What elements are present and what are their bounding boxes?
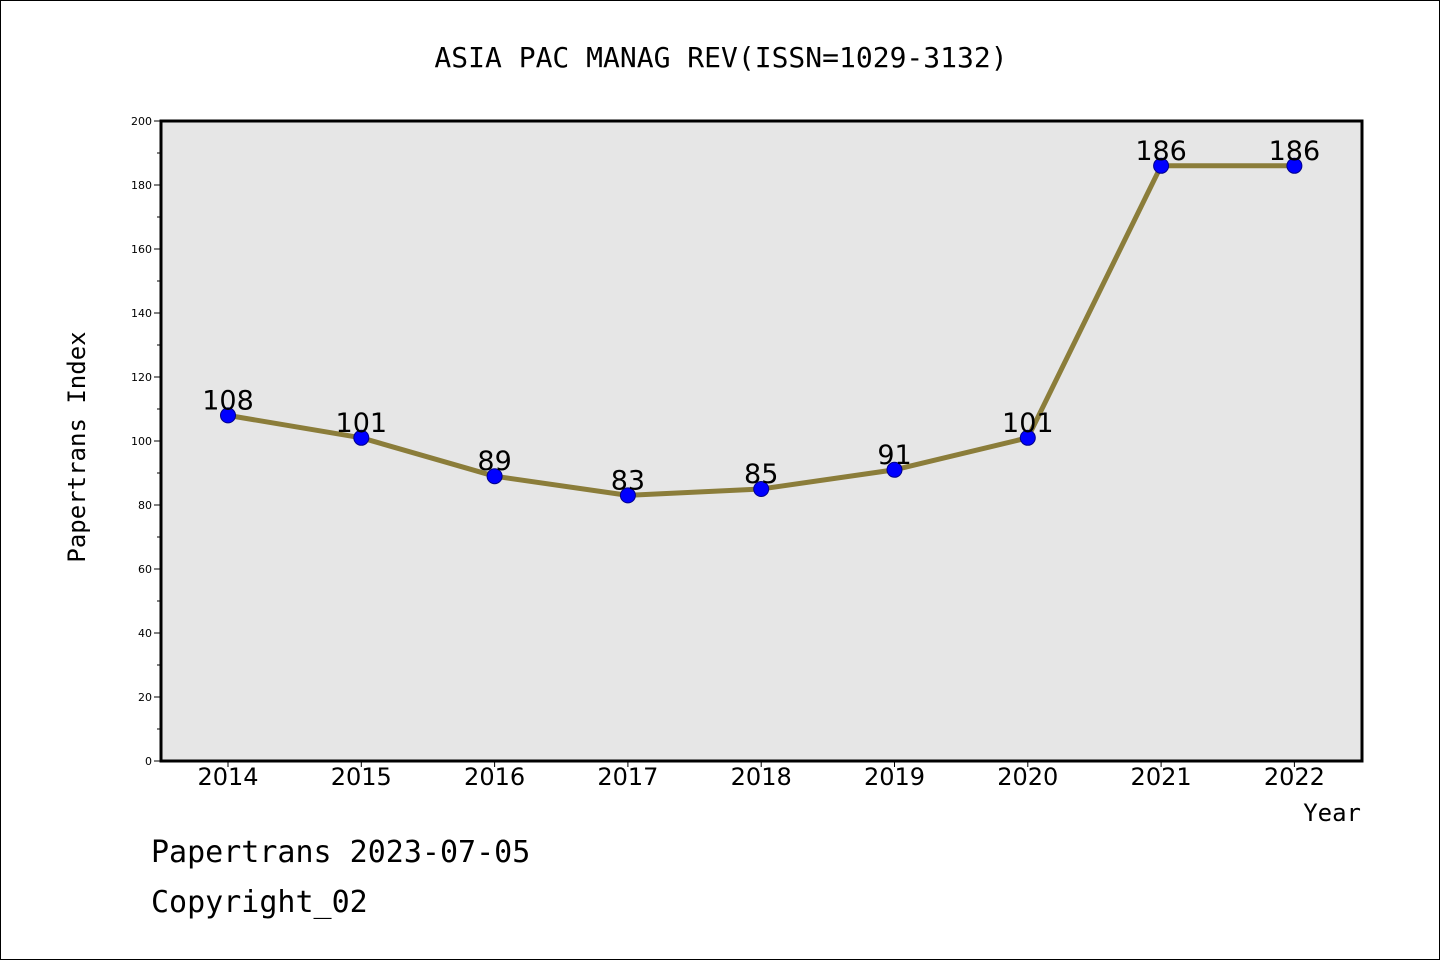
chart-title: ASIA PAC MANAG REV(ISSN=1029-3132) — [434, 41, 1007, 74]
footer-date: Papertrans 2023-07-05 — [151, 835, 531, 870]
data-point — [1153, 157, 1170, 174]
x-tick-label: 2018 — [731, 763, 792, 791]
data-point — [486, 468, 503, 485]
data-point — [1019, 429, 1036, 446]
data-label: 101 — [336, 408, 388, 439]
x-tick-label: 2016 — [464, 763, 525, 791]
data-point — [220, 407, 236, 424]
plot-frame — [159, 119, 1364, 763]
y-tick-label: 100 — [131, 435, 152, 448]
y-tick-label: 160 — [131, 243, 152, 256]
data-label: 83 — [611, 465, 645, 496]
y-axis-label: Papertrans Index — [63, 331, 91, 562]
data-point — [753, 481, 770, 497]
data-point — [1286, 157, 1303, 174]
x-tick-label: 2019 — [864, 763, 925, 791]
y-tick-label: 40 — [138, 627, 152, 640]
x-axis: 2014 2015 2016 2017 2018 2019 2020 2021 2022 — [197, 761, 1325, 791]
x-axis-label: Year — [1303, 799, 1361, 827]
data-label: 101 — [1002, 408, 1054, 439]
data-label: 85 — [744, 459, 778, 490]
y-tick-label: 180 — [131, 179, 152, 192]
x-tick-label: 2017 — [597, 763, 658, 791]
x-tick-label: 2015 — [331, 763, 392, 791]
y-tick-label: 60 — [138, 563, 152, 576]
data-label: 91 — [877, 440, 911, 471]
data-point — [619, 487, 636, 504]
y-tick-label: 20 — [138, 691, 152, 704]
y-tick-label: 140 — [131, 307, 152, 320]
data-point — [886, 461, 903, 478]
x-tick-label: 2022 — [1264, 763, 1325, 791]
x-tick-label: 2014 — [197, 763, 258, 791]
data-label: 108 — [202, 385, 254, 416]
data-label-layer: 108 101 89 83 85 91 101 186 186 — [202, 136, 1320, 497]
y-tick-label: 120 — [131, 371, 152, 384]
data-point — [353, 429, 370, 446]
y-axis: 0 20 40 60 80 100 120 140 160 180 200 — [131, 115, 161, 768]
data-label: 186 — [1269, 136, 1321, 167]
data-label: 186 — [1135, 136, 1187, 167]
x-tick-label: 2020 — [997, 763, 1058, 791]
y-tick-label: 0 — [145, 755, 152, 768]
y-tick-label: 80 — [138, 499, 152, 512]
data-label: 89 — [477, 446, 511, 477]
footer-copyright: Copyright_02 — [151, 885, 368, 920]
plot-area — [161, 121, 1362, 761]
y-tick-label: 200 — [131, 115, 152, 128]
series-layer — [220, 157, 1303, 504]
x-tick-label: 2021 — [1131, 763, 1192, 791]
